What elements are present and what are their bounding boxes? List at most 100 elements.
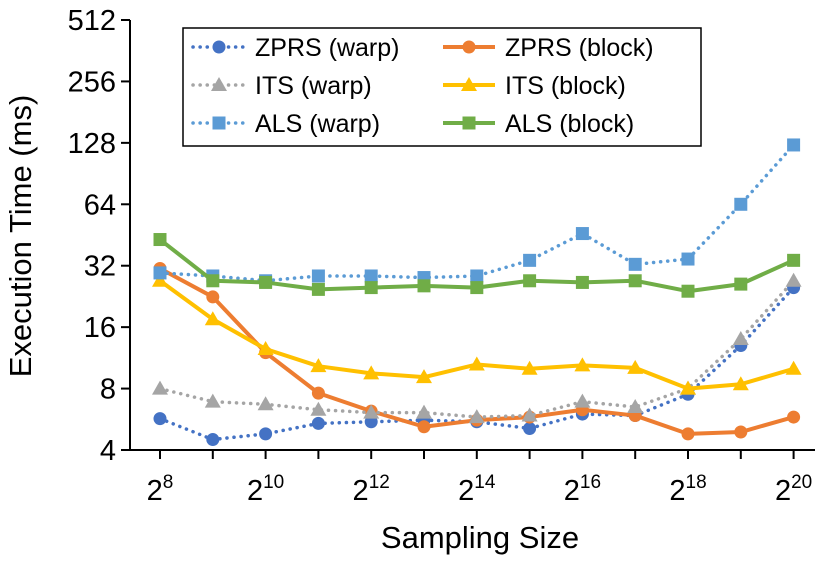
y-tick-label: 512 [68,5,116,37]
data-point [523,274,537,288]
y-tick-label: 4 [100,435,116,467]
y-axis-title: Execution Time (ms) [3,95,38,378]
legend: ZPRS (warp) ZPRS (block) ITS (warp) ITS (bl… [182,27,702,147]
series-line [158,143,796,283]
data-point [259,275,273,289]
legend-label: ITS (warp) [255,72,372,100]
legend-item: ZPRS (block) [443,34,654,62]
data-point [153,266,167,280]
data-point [574,357,591,372]
legend-marker [212,116,226,130]
data-point [628,274,642,288]
data-point [575,227,589,241]
data-point [310,401,327,416]
data-point [257,396,274,411]
data-point [521,407,538,422]
legend-marker [211,77,227,91]
legend-item: ALS (block) [443,110,634,138]
legend-label: ZPRS (warp) [255,34,399,62]
data-point [787,410,801,424]
data-point [364,269,378,283]
data-point [153,412,167,426]
data-point [310,358,327,373]
x-tick-label: 220 [775,472,812,507]
data-point [521,360,538,375]
series-line [158,279,795,391]
series-its-block [152,272,802,395]
x-tick-label: 212 [353,472,390,507]
data-point [681,427,695,441]
data-point [732,330,749,345]
legend-box [182,27,702,147]
legend-marker [462,40,476,54]
data-point [574,393,591,408]
data-point [416,404,432,419]
data-point [206,433,220,447]
legend-item: ZPRS (warp) [191,34,399,62]
x-tick-label: 218 [669,472,706,507]
data-point [787,138,801,152]
legend-marker [212,40,226,54]
data-point [468,409,485,424]
legend-item: ITS (warp) [191,72,372,100]
axes [121,19,815,459]
data-point [627,398,644,413]
data-point [470,281,484,295]
x-tick-labels: 28 210 212 214 216 218 220 [147,472,813,507]
legend-item: ALS (warp) [191,110,380,138]
data-point [311,269,325,283]
legend-label: ITS (block) [505,72,626,100]
data-point [363,404,380,419]
data-point [734,425,748,439]
data-point [206,274,220,288]
data-point [523,253,537,267]
data-point [257,341,274,356]
series-als-warp [153,138,801,288]
data-point [680,380,696,395]
x-tick-label: 214 [458,472,496,507]
y-tick-label: 32 [84,251,116,283]
x-axis-title: Sampling Size [381,520,579,555]
data-point [785,272,802,287]
data-point [787,253,801,267]
data-point [734,197,748,211]
x-tick-label: 210 [247,472,284,507]
data-point [628,257,642,271]
data-point [417,420,431,434]
data-point [364,281,378,295]
data-point [681,284,695,298]
series-als-block [153,233,801,298]
data-point [153,233,167,247]
data-point [363,365,380,380]
data-point [311,386,325,400]
data-point [152,380,168,395]
y-tick-labels: 4 8 16 32 64 128 256 512 [68,5,116,467]
legend-marker [462,116,476,130]
data-point [785,360,802,375]
legend-label: ALS (warp) [255,110,380,138]
legend-item: ITS (block) [443,72,626,100]
data-point [416,369,432,384]
data-point [734,277,748,291]
data-point [259,427,273,441]
legend-marker [461,77,477,91]
data-point [523,421,537,435]
y-tick-label: 64 [84,189,116,221]
series-its-warp [152,272,802,424]
data-point [152,272,168,287]
series-line [158,279,796,419]
data-point [311,282,325,296]
y-tick-label: 128 [68,128,116,160]
data-point [204,311,221,326]
legend-label: ALS (block) [505,110,634,138]
data-point [206,290,220,304]
legend-label: ZPRS (block) [505,34,654,62]
data-point [575,275,589,289]
data-point [732,376,749,391]
data-point [468,356,485,371]
x-tick-label: 216 [564,472,601,507]
data-point [417,279,431,293]
x-tick-label: 28 [147,472,174,507]
y-tick-label: 256 [68,66,116,98]
